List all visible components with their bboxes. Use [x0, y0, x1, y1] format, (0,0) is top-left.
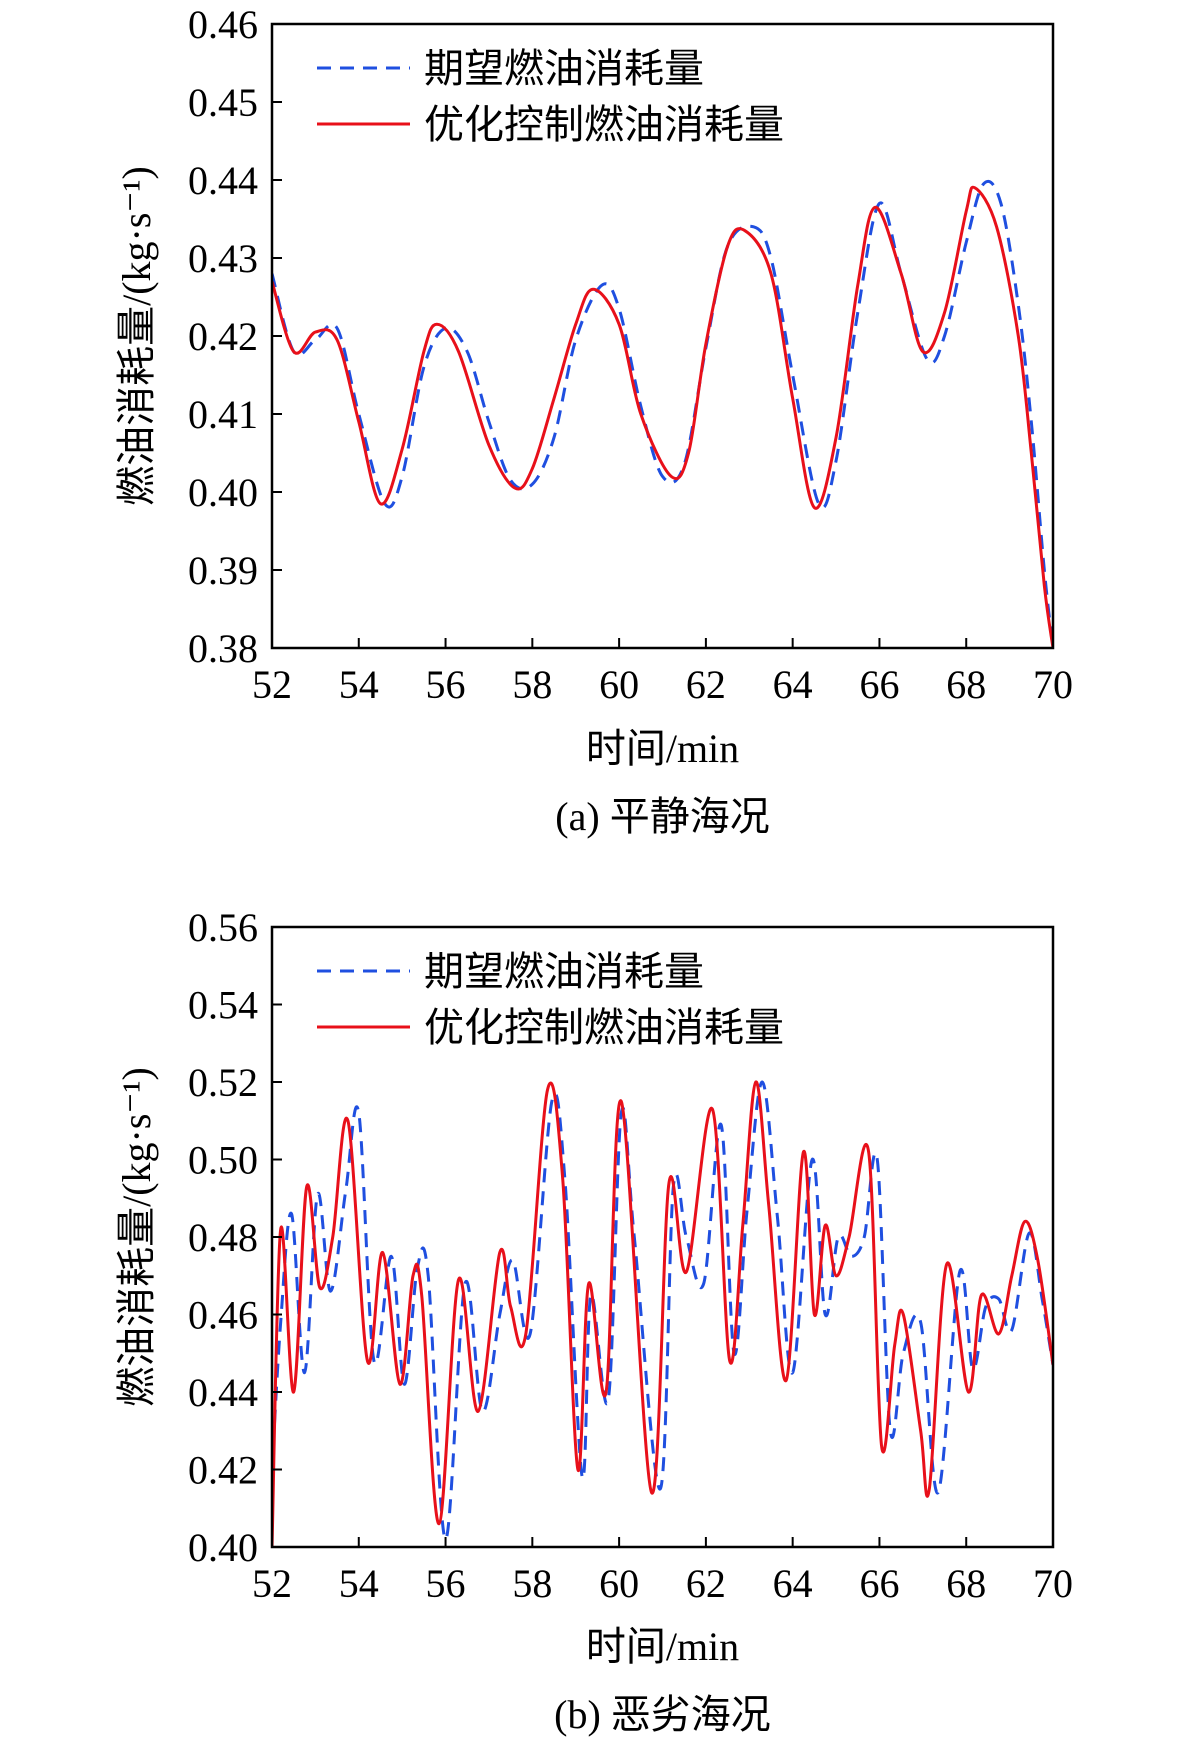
- x-axis-label: 时间/min: [586, 1624, 739, 1669]
- y-tick-label: 0.38: [188, 626, 258, 671]
- y-tick-label: 0.40: [188, 470, 258, 515]
- x-tick-label: 70: [1033, 662, 1073, 707]
- x-tick-label: 58: [512, 662, 552, 707]
- x-tick-label: 52: [252, 1561, 292, 1606]
- chart-panel-a: 0.38 0.39 0.40 0.41 0.42 0.43 0.44 0.45 0.46 52 54…: [114, 2, 1073, 839]
- y-tick-label: 0.41: [188, 392, 258, 437]
- x-tick-label: 60: [599, 1561, 639, 1606]
- panel-caption: (a) 平静海况: [555, 794, 769, 839]
- legend-entry-label: 期望燃油消耗量: [424, 949, 704, 994]
- x-tick-label: 64: [773, 662, 813, 707]
- x-axis-label: 时间/min: [586, 726, 739, 771]
- legend-entry-label: 优化控制燃油消耗量: [424, 1005, 784, 1050]
- x-tick-label: 54: [339, 1561, 379, 1606]
- y-tick-label: 0.40: [188, 1525, 258, 1570]
- x-tick-label: 68: [946, 662, 986, 707]
- x-tick-label: 54: [339, 662, 379, 707]
- x-tick-label: 60: [599, 662, 639, 707]
- y-tick-label: 0.46: [188, 1293, 258, 1338]
- optimized-fuel-series-line: [272, 185, 1053, 648]
- x-tick-label: 56: [426, 662, 466, 707]
- x-tick-label: 68: [946, 1561, 986, 1606]
- y-axis-label: 燃油消耗量/(kg·s⁻¹): [114, 166, 159, 506]
- y-tick-label: 0.45: [188, 80, 258, 125]
- y-tick-label: 0.48: [188, 1215, 258, 1260]
- y-tick-label: 0.43: [188, 236, 258, 281]
- x-tick-label: 64: [773, 1561, 813, 1606]
- y-tick-label: 0.54: [188, 983, 258, 1028]
- x-tick-label: 66: [859, 662, 899, 707]
- legend-entry-label: 优化控制燃油消耗量: [424, 102, 784, 147]
- chart-panel-b: 0.40 0.42 0.44 0.46 0.48 0.50 0.52 0.54 0.56 52 54…: [114, 905, 1073, 1737]
- y-tick-label: 0.52: [188, 1060, 258, 1105]
- x-tick-label: 62: [686, 662, 726, 707]
- y-tick-label: 0.39: [188, 548, 258, 593]
- x-tick-label: 70: [1033, 1561, 1073, 1606]
- x-tick-label: 62: [686, 1561, 726, 1606]
- y-tick-label: 0.46: [188, 2, 258, 47]
- x-tick-label: 56: [426, 1561, 466, 1606]
- x-tick-label: 66: [859, 1561, 899, 1606]
- y-tick-label: 0.44: [188, 158, 258, 203]
- y-tick-label: 0.56: [188, 905, 258, 950]
- x-tick-label: 58: [512, 1561, 552, 1606]
- legend-entry-label: 期望燃油消耗量: [424, 46, 704, 91]
- y-axis-label: 燃油消耗量/(kg·s⁻¹): [114, 1067, 159, 1407]
- y-tick-label: 0.42: [188, 314, 258, 359]
- optimized-fuel-series-line: [272, 1080, 1053, 1547]
- panel-caption: (b) 恶劣海况: [554, 1692, 771, 1737]
- y-tick-label: 0.44: [188, 1370, 258, 1415]
- x-tick-label: 52: [252, 662, 292, 707]
- y-tick-label: 0.50: [188, 1138, 258, 1183]
- y-tick-label: 0.42: [188, 1448, 258, 1493]
- expected-fuel-series-line: [272, 179, 1053, 648]
- expected-fuel-series-line: [272, 1080, 1053, 1541]
